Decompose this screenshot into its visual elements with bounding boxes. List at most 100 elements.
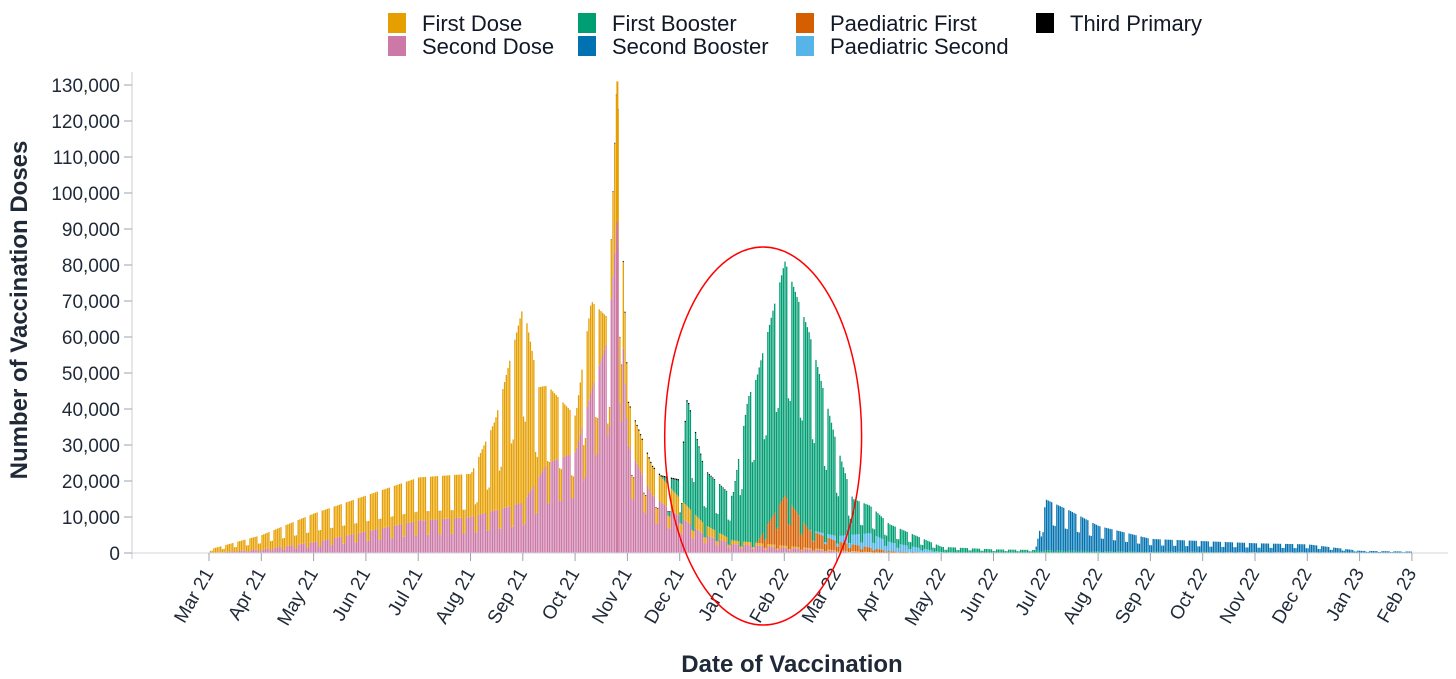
bar-first-dose [528, 332, 530, 495]
bar-column [1088, 535, 1091, 553]
bar-second-booster [1159, 539, 1161, 552]
bar-column [1317, 548, 1320, 553]
bar-second-dose [273, 547, 275, 553]
bar-column [299, 519, 301, 553]
bar-column [540, 386, 542, 553]
bar-third-primary [612, 191, 614, 192]
bar-column [545, 385, 547, 553]
bar-column [476, 502, 478, 553]
bar-first-dose [497, 410, 499, 510]
bar-second-dose [249, 550, 251, 553]
bar-column [491, 426, 494, 553]
bar-column [746, 403, 748, 553]
bar-column [486, 489, 489, 553]
bar-second-booster [1384, 551, 1387, 553]
bar-column [1028, 551, 1030, 553]
bar-column [971, 548, 974, 553]
bar-first-booster [856, 500, 858, 535]
bar-first-dose [514, 339, 516, 505]
bar-first-dose [815, 548, 817, 550]
bar-first-dose [232, 543, 234, 552]
bar-third-primary [638, 429, 640, 431]
bar-first-dose [596, 418, 599, 454]
bar-column [860, 524, 862, 553]
bar-second-dose [672, 511, 674, 553]
bar-third-primary [629, 406, 631, 408]
bar-paediatric-first [782, 498, 784, 546]
bar-column [922, 545, 924, 553]
bar-paediatric-first [811, 541, 814, 551]
bar-second-booster [1112, 540, 1115, 553]
bar-second-dose [378, 539, 380, 553]
bar-column [863, 503, 865, 553]
bar-column [1133, 534, 1135, 553]
bar-second-dose [854, 551, 857, 553]
bar-column [503, 381, 506, 553]
y-tick-label: 70,000 [62, 292, 120, 313]
bar-first-booster [1116, 551, 1118, 553]
x-tick-label: Jan 23 [1322, 565, 1369, 625]
bar-first-booster [786, 266, 788, 498]
bar-first-dose [806, 547, 809, 550]
bar-first-dose [682, 502, 685, 520]
bar-first-dose [789, 549, 791, 551]
bar-third-primary [718, 484, 721, 485]
bar-column [708, 474, 710, 553]
bar-third-primary [657, 508, 659, 510]
bar-first-booster [829, 415, 831, 535]
bar-column [515, 332, 518, 553]
bar-column [328, 508, 330, 553]
bar-column [753, 460, 755, 553]
bar-first-booster [1109, 551, 1111, 553]
bar-first-booster [944, 549, 946, 553]
bar-paediatric-second [934, 551, 936, 553]
bar-column [903, 530, 905, 553]
bar-first-booster [744, 415, 747, 542]
bar-second-dose [235, 551, 237, 553]
bar-column [627, 401, 630, 553]
bar-second-dose [490, 511, 492, 553]
bar-column [662, 475, 664, 553]
bar-column [529, 341, 532, 553]
bar-first-dose [846, 550, 848, 552]
bar-paediatric-first [911, 551, 913, 553]
bar-second-booster [1324, 546, 1326, 553]
bar-second-dose [435, 519, 437, 553]
bar-second-dose [603, 349, 606, 553]
bar-second-dose [325, 539, 327, 553]
bar-first-booster [675, 480, 678, 495]
bar-column [918, 537, 920, 553]
bar-column [1326, 546, 1328, 553]
bar-second-dose [395, 525, 397, 553]
bar-first-dose [417, 477, 420, 521]
bar-second-dose [290, 545, 292, 553]
bar-second-booster [1260, 543, 1263, 553]
bar-paediatric-first [780, 501, 783, 546]
bar-column [497, 410, 499, 553]
bar-second-dose [237, 551, 239, 553]
bar-second-dose [275, 547, 277, 553]
bar-column [1099, 526, 1101, 553]
bar-first-booster [935, 544, 938, 552]
bar-third-primary [653, 467, 655, 470]
bar-paediatric-second [863, 533, 865, 547]
bar-column [1235, 547, 1237, 553]
bar-second-booster [1340, 548, 1342, 553]
bar-second-dose [665, 506, 667, 553]
bar-column [1281, 547, 1283, 553]
bar-second-booster [1183, 540, 1185, 552]
bar-second-dose [433, 519, 435, 553]
bar-second-booster [1365, 551, 1368, 553]
bar-first-dose [569, 409, 571, 455]
bar-second-booster [1216, 541, 1218, 553]
bar-column [815, 360, 817, 553]
bar-column [622, 261, 624, 553]
bar-column [553, 393, 556, 553]
bar-second-dose [419, 520, 421, 553]
bar-column [330, 528, 332, 553]
bar-second-booster [1407, 551, 1409, 553]
bar-second-dose [853, 551, 855, 553]
bar-first-dose [705, 537, 707, 544]
bar-second-dose [627, 445, 630, 553]
bar-second-booster [1211, 546, 1213, 553]
